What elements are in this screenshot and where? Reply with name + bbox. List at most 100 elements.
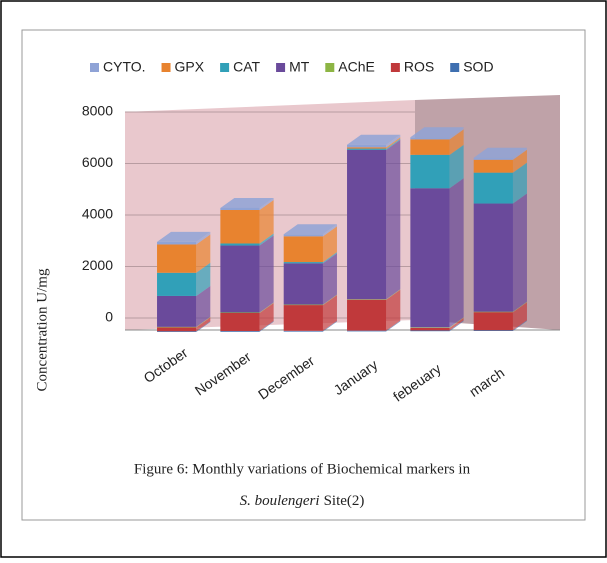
legend-label: ROS xyxy=(404,59,434,75)
bar-side xyxy=(449,178,464,328)
bar-side xyxy=(386,289,401,300)
bar-side xyxy=(196,316,211,328)
y-tick-label: 6000 xyxy=(82,154,113,170)
bar-segment xyxy=(157,272,197,296)
caption-species: S. boulengeri xyxy=(240,493,320,509)
bar-side xyxy=(322,224,337,237)
legend-label: CAT xyxy=(233,59,260,75)
bar-side xyxy=(259,321,274,332)
bar-segment xyxy=(220,207,260,211)
bar-side xyxy=(512,162,527,204)
caption-line2: S. boulengeri Site(2) xyxy=(240,493,365,509)
bar-side xyxy=(259,303,274,332)
bar-segment xyxy=(473,311,513,313)
bar-side xyxy=(259,200,274,244)
bar-segment xyxy=(347,144,387,148)
bar-side xyxy=(196,234,211,273)
bar-segment xyxy=(473,203,513,312)
bar-segment xyxy=(283,305,323,331)
bar-side xyxy=(512,147,527,160)
bar-side xyxy=(196,285,211,327)
bar-top xyxy=(283,224,337,235)
bar-segment xyxy=(220,312,260,314)
bar-side xyxy=(512,301,527,313)
legend-label: CYTO. xyxy=(103,59,146,75)
bar-side xyxy=(386,320,401,332)
bar-side xyxy=(449,129,464,155)
bar-segment xyxy=(347,148,387,150)
caption-site: Site(2) xyxy=(324,493,365,509)
bar-side xyxy=(449,144,464,189)
legend-swatch xyxy=(450,63,460,72)
bar-side xyxy=(386,137,401,149)
bar-side xyxy=(322,253,337,305)
bar-segment xyxy=(220,243,260,246)
bar-side xyxy=(386,289,401,331)
bar-top xyxy=(473,147,527,158)
bar-top xyxy=(347,134,401,145)
bar-side xyxy=(322,226,337,263)
bar-segment xyxy=(220,210,260,244)
legend-label: AChE xyxy=(338,59,375,75)
bar-side xyxy=(449,317,464,328)
bar-segment xyxy=(157,244,197,273)
y-tick-label: 4000 xyxy=(82,206,113,222)
bar-side xyxy=(322,252,337,264)
bar-side xyxy=(196,317,211,332)
bar-segment xyxy=(220,245,260,313)
bar-segment xyxy=(410,188,450,328)
bar-side xyxy=(512,149,527,173)
bar-segment xyxy=(347,147,387,149)
legend-label: MT xyxy=(289,59,310,75)
bar-segment xyxy=(473,330,513,331)
bar-segment xyxy=(410,137,450,140)
bar-side xyxy=(196,231,211,245)
bar-side xyxy=(449,127,464,140)
bar-segment xyxy=(157,326,197,328)
legend-swatch xyxy=(325,63,335,72)
bar-side xyxy=(386,134,401,148)
bar-segment xyxy=(220,331,260,332)
bar-segment xyxy=(283,263,323,305)
y-tick-label: 2000 xyxy=(82,257,113,273)
bar-segment xyxy=(473,159,513,173)
legend-label: SOD xyxy=(463,59,493,75)
bar-segment xyxy=(473,172,513,204)
caption-line1: Figure 6: Monthly variations of Biochemi… xyxy=(134,461,471,477)
legend-label: GPX xyxy=(175,59,205,75)
bar-segment xyxy=(283,304,323,306)
bar-segment xyxy=(410,327,450,331)
bar-segment xyxy=(473,157,513,160)
bar-segment xyxy=(410,139,450,155)
legend-swatch xyxy=(220,63,230,72)
bar-side xyxy=(259,197,274,211)
bar-side xyxy=(259,235,274,313)
bar-segment xyxy=(347,149,387,300)
bar-segment xyxy=(283,234,323,237)
bar-side xyxy=(449,320,464,332)
bar-side xyxy=(512,320,527,331)
bar-top xyxy=(220,197,274,208)
bar-side xyxy=(449,317,464,331)
bar-segment xyxy=(157,327,197,332)
bar-side xyxy=(259,233,274,246)
bar-segment xyxy=(157,331,197,332)
bar-segment xyxy=(157,241,197,245)
legend-swatch xyxy=(390,63,400,72)
bar-segment xyxy=(410,154,450,189)
bar-segment xyxy=(157,295,197,327)
bar-segment xyxy=(347,330,387,332)
legend-swatch xyxy=(161,63,171,72)
bar-side xyxy=(512,193,527,312)
bar-segment xyxy=(347,299,387,300)
bar-segment xyxy=(220,313,260,332)
bar-segment xyxy=(283,330,323,332)
bar-side xyxy=(322,295,337,331)
bar-side xyxy=(322,294,337,306)
bar-side xyxy=(322,320,337,332)
bar-segment xyxy=(410,327,450,328)
bar-segment xyxy=(347,299,387,331)
bar-side xyxy=(196,321,211,332)
bar-segment xyxy=(473,312,513,331)
